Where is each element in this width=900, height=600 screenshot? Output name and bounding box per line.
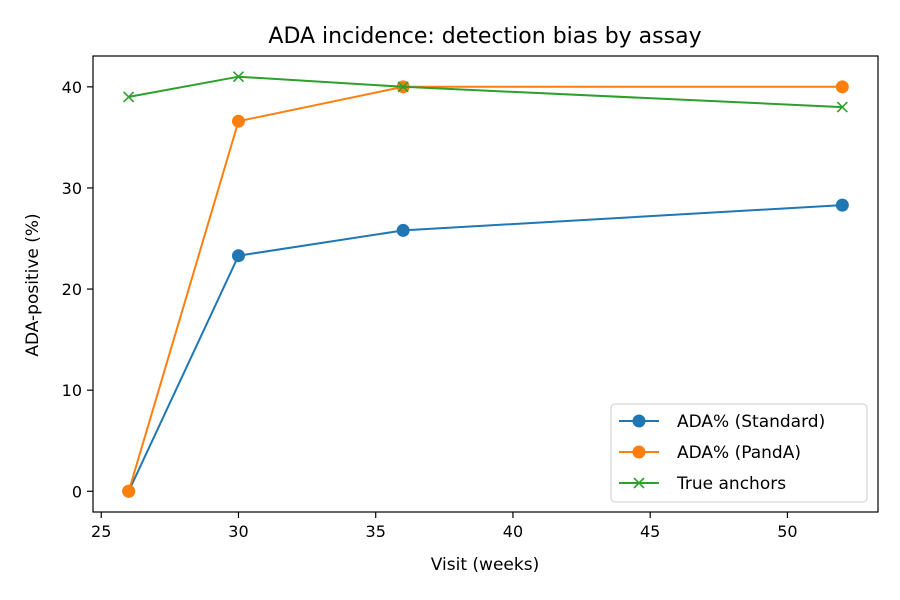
legend-box	[610, 403, 868, 503]
x-tick-label: 50	[777, 522, 797, 541]
plot-area-frame	[92, 55, 879, 513]
y-tick-label: 10	[62, 381, 82, 400]
series-true-anchors	[123, 71, 848, 113]
data-point-ada-panda	[835, 80, 849, 94]
series-line-ada-standard	[127, 204, 843, 492]
y-tick-label: 30	[62, 179, 82, 198]
legend-label-ada-standard: ADA% (Standard)	[677, 412, 825, 432]
x-tick-label: 40	[503, 522, 523, 541]
x-tick-label: 30	[228, 522, 248, 541]
y-axis-label: ADA-positive (%)	[23, 213, 43, 356]
data-point-ada-panda	[122, 484, 136, 498]
legend-marker-ada-standard	[632, 414, 646, 428]
data-point-true-anchors	[836, 101, 848, 113]
legend-marker-ada-panda	[632, 445, 646, 459]
x-tick-label: 25	[91, 522, 111, 541]
y-tick-label: 20	[62, 280, 82, 299]
data-point-ada-standard	[835, 198, 849, 212]
x-axis-ticks: 25 30 35 40 45 50	[91, 512, 798, 541]
data-point-true-anchors	[123, 91, 135, 103]
series-line-ada-panda	[127, 85, 843, 492]
chart-title: ADA incidence: detection bias by assay	[268, 24, 701, 49]
y-tick-label: 0	[72, 482, 82, 501]
data-point-ada-standard	[231, 249, 245, 263]
y-axis-ticks: 0 10 20 30 40	[62, 78, 93, 501]
x-axis-label: Visit (weeks)	[431, 555, 539, 575]
x-tick-label: 35	[366, 522, 386, 541]
data-point-true-anchors	[232, 71, 245, 83]
legend-marker-true-anchors	[633, 477, 645, 489]
data-point-ada-standard	[396, 223, 410, 237]
x-tick-label: 45	[640, 522, 660, 541]
legend-label-true-anchors: True anchors	[676, 474, 786, 494]
legend: ADA% (Standard) ADA% (PandA) True anchors	[610, 403, 868, 503]
series-line-true-anchors	[128, 75, 843, 109]
data-point-ada-panda	[231, 114, 245, 128]
y-tick-label: 40	[62, 78, 82, 97]
plot-series	[122, 71, 849, 498]
legend-label-ada-panda: ADA% (PandA)	[677, 443, 801, 463]
data-point-true-anchors	[397, 81, 409, 93]
